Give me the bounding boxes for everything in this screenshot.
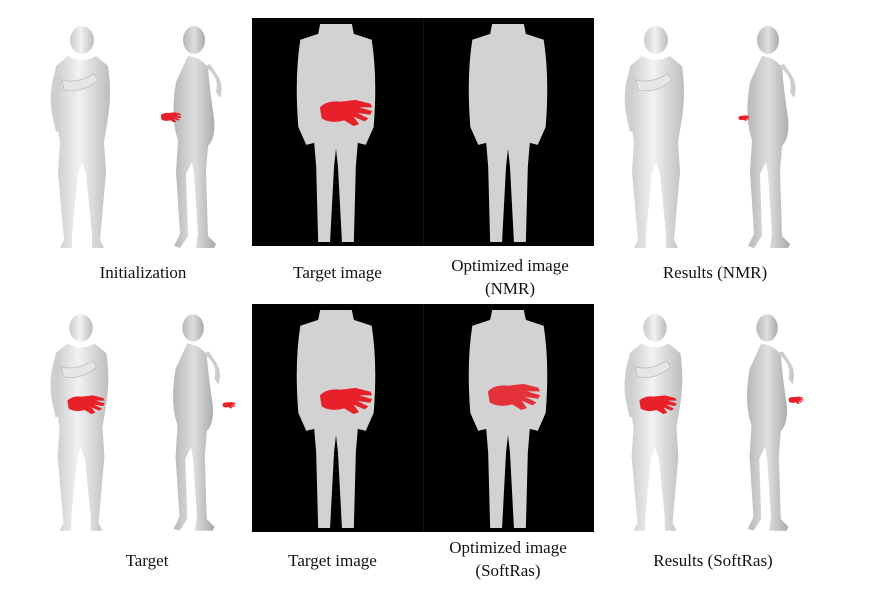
- row1-panel-divider: [423, 18, 424, 246]
- target-front-figure: [42, 310, 120, 535]
- row2-target-silhouette: [286, 304, 386, 532]
- initialization-front-figure: [42, 22, 122, 252]
- caption-target: Target: [125, 551, 169, 570]
- caption-initialization: Initialization: [99, 263, 187, 282]
- row2-panel-divider: [423, 304, 424, 532]
- results-softras-front-hand: [638, 392, 678, 416]
- caption-row2-optimized-line2: (SoftRas): [475, 561, 541, 580]
- row1-initialization-panel: [30, 22, 245, 252]
- row2-results-panel: [604, 310, 819, 535]
- results-softras-front-figure: [616, 310, 694, 535]
- row2-target-panel: [30, 310, 245, 535]
- caption-row1-optimized-line1: Optimized image: [451, 256, 569, 275]
- target-front-hand: [66, 392, 106, 416]
- row2-optimized-hand: [486, 380, 542, 412]
- caption-row1-optimized-line2: (NMR): [484, 279, 536, 298]
- initialization-hand-mark: [160, 110, 182, 124]
- target-side-hand: [222, 398, 236, 412]
- results-softras-side-figure: [732, 310, 810, 535]
- row2-target-hand: [318, 384, 374, 416]
- row1-results-panel: [604, 22, 819, 252]
- row2-optimized-silhouette: [458, 304, 558, 532]
- caption-row1-target-image: Target image: [293, 263, 382, 282]
- caption-row2-optimized-line1: Optimized image: [449, 538, 567, 557]
- row1-render-panel: [252, 18, 594, 246]
- target-side-figure: [158, 310, 236, 535]
- row1-optimized-silhouette: [458, 18, 558, 246]
- initialization-side-figure: [158, 22, 238, 252]
- row1-target-hand: [318, 96, 374, 128]
- results-nmr-front-figure: [616, 22, 696, 252]
- results-softras-side-hand: [788, 392, 804, 408]
- caption-results-nmr: Results (NMR): [662, 263, 768, 282]
- caption-results-softras: Results (SoftRas): [653, 551, 773, 570]
- results-nmr-hand-mark: [738, 114, 750, 122]
- row1-target-silhouette: [286, 18, 386, 246]
- caption-row2-target-image: Target image: [288, 551, 377, 570]
- row2-render-panel: [252, 304, 594, 532]
- results-nmr-side-figure: [732, 22, 812, 252]
